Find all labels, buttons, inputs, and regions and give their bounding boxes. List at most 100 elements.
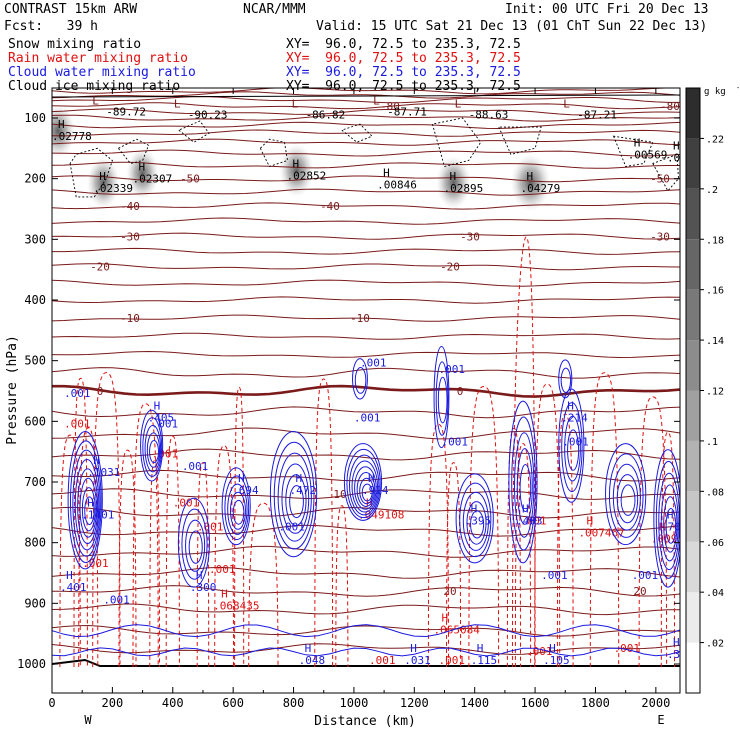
cloud-contour-label: .001: [182, 460, 209, 473]
isotherm: [52, 96, 680, 104]
isotherm-label: -50: [180, 173, 200, 186]
snow-contour: [431, 117, 482, 168]
snow-min-value: -90.23: [188, 109, 228, 122]
cloud-contour: [455, 473, 494, 564]
cloud-contour: [361, 483, 373, 502]
cloud-contour: [273, 441, 315, 550]
rain-max-marker: H: [221, 587, 228, 600]
cloud-contour: [354, 366, 367, 394]
colorbar-segment: [686, 642, 700, 693]
isotherm-label: -50: [650, 173, 670, 186]
isotherm: [52, 350, 680, 359]
ground-line: [52, 658, 680, 667]
cloud-contour-label: .001: [438, 363, 465, 376]
colorbar-tick-label: .04: [706, 588, 724, 599]
rain-contour: [118, 449, 137, 668]
rain-contour: [214, 445, 234, 668]
rain-contour: [335, 505, 349, 668]
cloud-max-marker: H: [87, 496, 94, 509]
snow-min-value: -87.21: [577, 109, 617, 122]
colorbar-segment: [686, 390, 700, 441]
rain-contour-label: .001: [369, 654, 396, 667]
cloud-contour: [620, 484, 636, 516]
rain-contour: [446, 462, 462, 668]
snow-min-value: -87.71: [387, 106, 427, 119]
rain-contour: [92, 372, 121, 668]
cloud-contour: [616, 474, 639, 524]
cloud-contour-label: .001: [562, 436, 589, 449]
rain-contour: [73, 377, 88, 668]
ice-shading-blob: [436, 156, 471, 210]
colorbar-tick-label: .12: [706, 387, 724, 398]
rain-contour-label: .001: [173, 496, 200, 509]
cloud-contour: [346, 448, 381, 519]
cloud-contour: [185, 519, 206, 572]
isotherm: [52, 279, 680, 287]
snow-min-marker: L: [373, 95, 380, 108]
rain-contour-label: .001: [197, 521, 224, 534]
snow-min-marker: L: [563, 98, 570, 111]
colorbar-tick-label: .2: [706, 185, 718, 196]
cloud-contour: [359, 477, 374, 505]
cloud-contour: [74, 459, 100, 551]
cloud-max-value: .395: [465, 514, 492, 527]
cloud-max-marker: H: [667, 509, 674, 522]
rain-contour-label: .001: [64, 417, 91, 430]
rain-contour: [196, 462, 210, 668]
snow-min-value: -88.63: [469, 109, 509, 122]
cloud-contour: [352, 358, 368, 400]
rain-contour: [149, 459, 160, 668]
cloud-contour: [612, 463, 641, 531]
cloud-contour: [433, 346, 450, 449]
rain-contour: [78, 427, 99, 668]
cloud-max-marker: H: [93, 454, 100, 467]
ice-max-value: .02339: [93, 182, 133, 195]
ice-max-value: .02895: [444, 182, 484, 195]
ice-max-marker: H: [99, 170, 106, 183]
cloud-max-value: .405: [148, 411, 175, 424]
colorbar-tick-label: .18: [706, 235, 724, 246]
cloud-contour: [653, 449, 680, 588]
isotherm-label: -40: [320, 200, 340, 213]
isotherm-label: -20: [90, 261, 110, 274]
xy-cloud: XY= 96.0, 72.5 to 235.3, 72.5: [286, 65, 521, 80]
cloud-contour-label: .001: [152, 417, 179, 430]
ice-max-value: .02852: [287, 170, 327, 183]
rain-contour-label: .001: [614, 642, 641, 655]
rain-contour: [314, 378, 334, 668]
ice-max-marker: H: [450, 170, 457, 183]
cloud-contour-label: .001: [64, 387, 91, 400]
snow-contour: [340, 123, 373, 143]
ice-max-marker: H: [527, 170, 534, 183]
isotherm: [52, 332, 680, 340]
colorbar-segment: [686, 289, 700, 341]
cloud-max-value: .39: [667, 648, 687, 661]
x-tick-label: 1800: [581, 696, 610, 710]
cloud-max-value: .403: [516, 514, 543, 527]
y-tick-label: 600: [24, 414, 46, 428]
rain-max-value: .068435: [213, 599, 259, 612]
ice-max-value: .02778: [52, 130, 92, 143]
isotherm: [52, 545, 680, 558]
cloud-contour: [81, 487, 96, 532]
x-tick-label: 1200: [400, 696, 429, 710]
ice-shading-blob: [126, 148, 159, 200]
cloud-max-marker: H: [154, 399, 161, 412]
colorbar-tick-label: .16: [706, 286, 724, 297]
cloud-contour: [281, 463, 310, 534]
isotherm: [52, 367, 680, 379]
isotherm-label: -30: [460, 230, 480, 243]
rain-contour: [234, 386, 245, 668]
cloud-max-value: .401: [60, 581, 86, 594]
cloud-max-marker: H: [66, 569, 73, 582]
cloud-contour-label: .001: [541, 569, 568, 582]
cloud-max-value: .694: [232, 484, 259, 497]
ice-max-marker: H: [673, 139, 680, 152]
cloud-max-marker: H: [368, 472, 375, 485]
colorbar-tick-label: .08: [706, 487, 724, 498]
snow-contour: [612, 135, 654, 168]
cloud-max-marker: H: [196, 569, 203, 582]
cloud-contour: [149, 440, 160, 464]
cloud-max-value: .709: [661, 521, 688, 534]
